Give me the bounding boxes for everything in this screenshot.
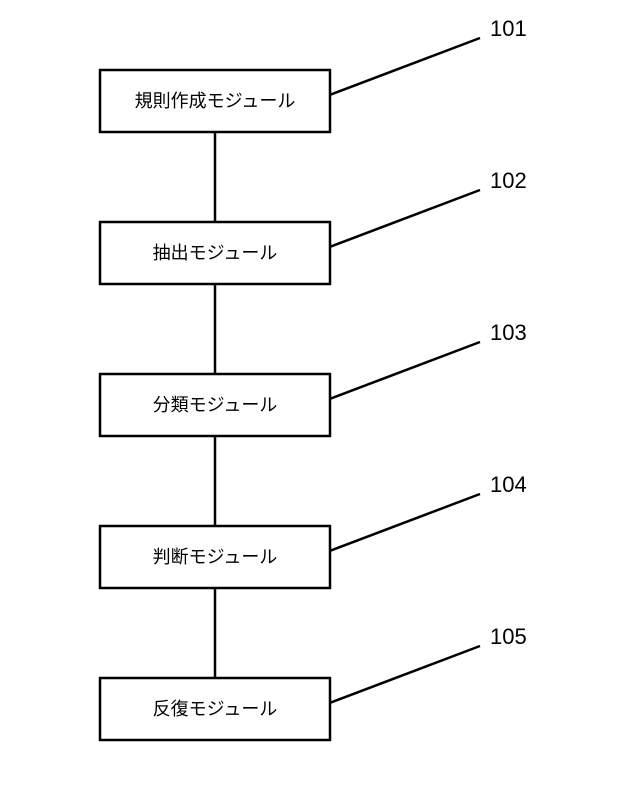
reference-number: 103 xyxy=(490,320,527,345)
flowchart-node-label: 分類モジュール xyxy=(153,395,278,415)
reference-number: 101 xyxy=(490,16,527,41)
leader-line xyxy=(330,494,480,551)
flowchart-node-label: 判断モジュール xyxy=(153,547,278,567)
reference-number: 105 xyxy=(490,624,527,649)
flowchart-node-label: 抽出モジュール xyxy=(153,243,278,263)
leader-line xyxy=(330,342,480,399)
reference-number: 104 xyxy=(490,472,527,497)
flowchart-node-label: 反復モジュール xyxy=(153,699,278,719)
leader-line xyxy=(330,646,480,703)
leader-line xyxy=(330,38,480,95)
flowchart-canvas: 規則作成モジュール 101 抽出モジュール 102 分類モジュール 103 判断モジュール 1… xyxy=(0,0,640,792)
reference-number: 102 xyxy=(490,168,527,193)
leader-line xyxy=(330,190,480,247)
flowchart-node-label: 規則作成モジュール xyxy=(135,91,296,111)
